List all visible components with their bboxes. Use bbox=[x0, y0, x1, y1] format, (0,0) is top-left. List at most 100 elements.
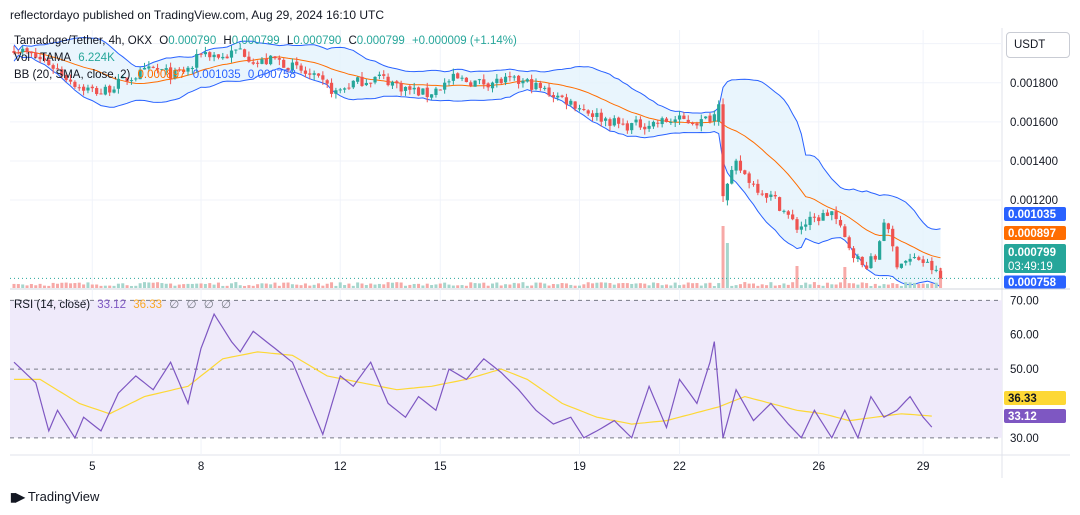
volume-bar bbox=[730, 285, 734, 288]
bb-legend: BB (20, SMA, close, 2) 0.000897 0.001035… bbox=[14, 69, 300, 81]
volume-bar bbox=[64, 282, 68, 288]
candle-body bbox=[938, 270, 943, 279]
volume-bar bbox=[77, 282, 81, 288]
currency-button[interactable]: USDT bbox=[1006, 32, 1070, 58]
volume-bar bbox=[169, 283, 173, 288]
candle-body bbox=[421, 88, 425, 95]
volume-bar bbox=[186, 283, 190, 288]
candle-body bbox=[590, 113, 595, 117]
volume-bar bbox=[295, 284, 299, 288]
volume-bar bbox=[99, 285, 103, 288]
volume-bar bbox=[199, 283, 203, 288]
volume-bar bbox=[678, 285, 682, 288]
volume-bar bbox=[743, 282, 747, 288]
candle-body bbox=[934, 269, 938, 271]
volume-bar bbox=[504, 284, 508, 288]
volume-bar bbox=[190, 283, 194, 288]
volume-bar bbox=[386, 282, 390, 288]
candle-body bbox=[108, 85, 112, 93]
volume-bar bbox=[251, 285, 255, 288]
price-tick-label: 0.001200 bbox=[1010, 195, 1058, 207]
candle-body bbox=[595, 112, 599, 117]
candle-body bbox=[438, 89, 442, 91]
candle-body bbox=[64, 74, 68, 80]
volume-bar bbox=[16, 284, 20, 288]
ohlc-c: C0.000799 bbox=[348, 35, 405, 47]
bb-upper-price-label-bg bbox=[1004, 207, 1066, 221]
volume-bar bbox=[856, 284, 860, 288]
volume-bar bbox=[926, 283, 929, 288]
bb-lower-price-label: 0.000758 bbox=[1008, 277, 1057, 289]
volume-bar bbox=[812, 282, 816, 288]
symbol-name[interactable]: Tamadoge/Tether, 4h, OKX bbox=[14, 35, 153, 47]
volume-bar bbox=[51, 282, 55, 288]
candle-body bbox=[786, 211, 790, 215]
volume-bar bbox=[286, 282, 290, 288]
candle-body bbox=[343, 88, 347, 90]
volume-bar bbox=[791, 282, 795, 288]
volume-bar bbox=[369, 283, 373, 288]
candle-body bbox=[660, 118, 664, 125]
candle-body bbox=[142, 67, 147, 70]
volume-bar bbox=[21, 284, 25, 288]
price-tick-label: 0.001600 bbox=[1010, 117, 1058, 129]
candle-body bbox=[195, 54, 199, 68]
volume-bar bbox=[760, 284, 764, 288]
volume-bar bbox=[430, 285, 434, 288]
time-tick-label: 15 bbox=[434, 461, 447, 473]
candle-body bbox=[847, 237, 851, 249]
candle-body bbox=[443, 82, 447, 90]
bb-basis-line bbox=[13, 50, 941, 259]
volume-bar bbox=[225, 285, 229, 288]
bb-label[interactable]: BB (20, SMA, close, 2) bbox=[14, 69, 131, 81]
candle-body bbox=[147, 66, 151, 69]
volume-bar bbox=[630, 283, 634, 288]
volume-bar bbox=[586, 282, 590, 288]
volume-bar bbox=[90, 284, 94, 288]
price-tick-label: 0.001400 bbox=[1010, 156, 1058, 168]
volume-bar bbox=[256, 284, 260, 288]
candle-body bbox=[208, 52, 212, 58]
volume-bar bbox=[660, 285, 664, 288]
candle-body bbox=[638, 119, 642, 128]
candle-body bbox=[386, 76, 390, 86]
candle-body bbox=[277, 58, 281, 60]
volume-bar bbox=[247, 285, 251, 288]
volume-label[interactable]: Vol · TAMA bbox=[14, 52, 72, 64]
volume-bar bbox=[912, 282, 916, 288]
volume-bar bbox=[290, 284, 294, 288]
tradingview-logo[interactable]: ▮▶ TradingView bbox=[10, 489, 99, 504]
candle-body bbox=[686, 119, 690, 124]
volume-bar bbox=[712, 285, 716, 288]
candle-body bbox=[103, 86, 107, 95]
volume-bar bbox=[321, 285, 325, 288]
candle-body bbox=[186, 67, 190, 72]
candle-body bbox=[708, 115, 712, 122]
candle-body bbox=[86, 87, 90, 91]
volume-bar bbox=[108, 285, 112, 288]
candle-body bbox=[599, 112, 603, 122]
volume-bar bbox=[195, 283, 199, 288]
candle-body bbox=[495, 78, 499, 84]
symbol-legend: Tamadoge/Tether, 4h, OKX O0.000790 H0.00… bbox=[14, 35, 521, 47]
volume-bar bbox=[434, 284, 438, 288]
candle-body bbox=[55, 68, 60, 70]
candle-body bbox=[116, 78, 120, 89]
ohlc-o: O0.000790 bbox=[159, 35, 217, 47]
volume-bar bbox=[390, 282, 394, 288]
volume-bar bbox=[373, 284, 377, 288]
published-line: reflectordayo published on TradingView.c… bbox=[10, 8, 385, 22]
last-price-label: 0.000799 bbox=[1008, 247, 1056, 259]
candle-body bbox=[73, 81, 77, 87]
volume-bar bbox=[704, 283, 708, 288]
candle-body bbox=[804, 224, 808, 227]
candle-body bbox=[551, 95, 555, 98]
volume-bar bbox=[591, 283, 595, 288]
last-price-box bbox=[1004, 244, 1066, 273]
rsi-label[interactable]: RSI (14, close) bbox=[14, 299, 91, 311]
volume-bar bbox=[134, 285, 138, 288]
volume-bar bbox=[138, 283, 142, 288]
candle-body bbox=[364, 82, 368, 86]
